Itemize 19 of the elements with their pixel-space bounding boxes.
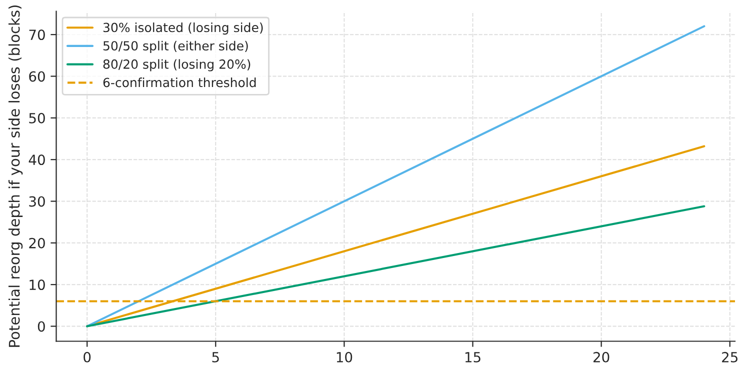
y-tick-label: 50	[29, 112, 45, 124]
y-tick-label: 10	[30, 280, 45, 290]
legend-label: 30% isolated (losing side)	[103, 22, 263, 35]
y-tick-label: 30	[29, 196, 45, 207]
legend-label: 80/20 split (losing 20%)	[103, 59, 250, 72]
y-tick-label: 70	[29, 30, 45, 40]
y-axis-title: Potential reorg depth if your side loses (blocks)	[8, 6, 23, 347]
x-tick-label: 20	[593, 352, 610, 362]
x-tick-label: 5	[212, 352, 219, 362]
legend-label: 50/50 split (either side)	[103, 40, 248, 53]
y-tick-label: 0	[38, 321, 45, 332]
legend-label: 6-confirmation threshold	[103, 78, 256, 88]
x-tick-label: 25	[722, 352, 738, 362]
y-tick-label: 60	[29, 71, 45, 82]
x-tick-label: 15	[465, 352, 480, 362]
y-tick-label: 20	[29, 238, 45, 248]
x-tick-label: 10	[336, 352, 352, 362]
y-tick-label: 40	[28, 154, 45, 166]
x-tick-label: 0	[84, 352, 91, 362]
